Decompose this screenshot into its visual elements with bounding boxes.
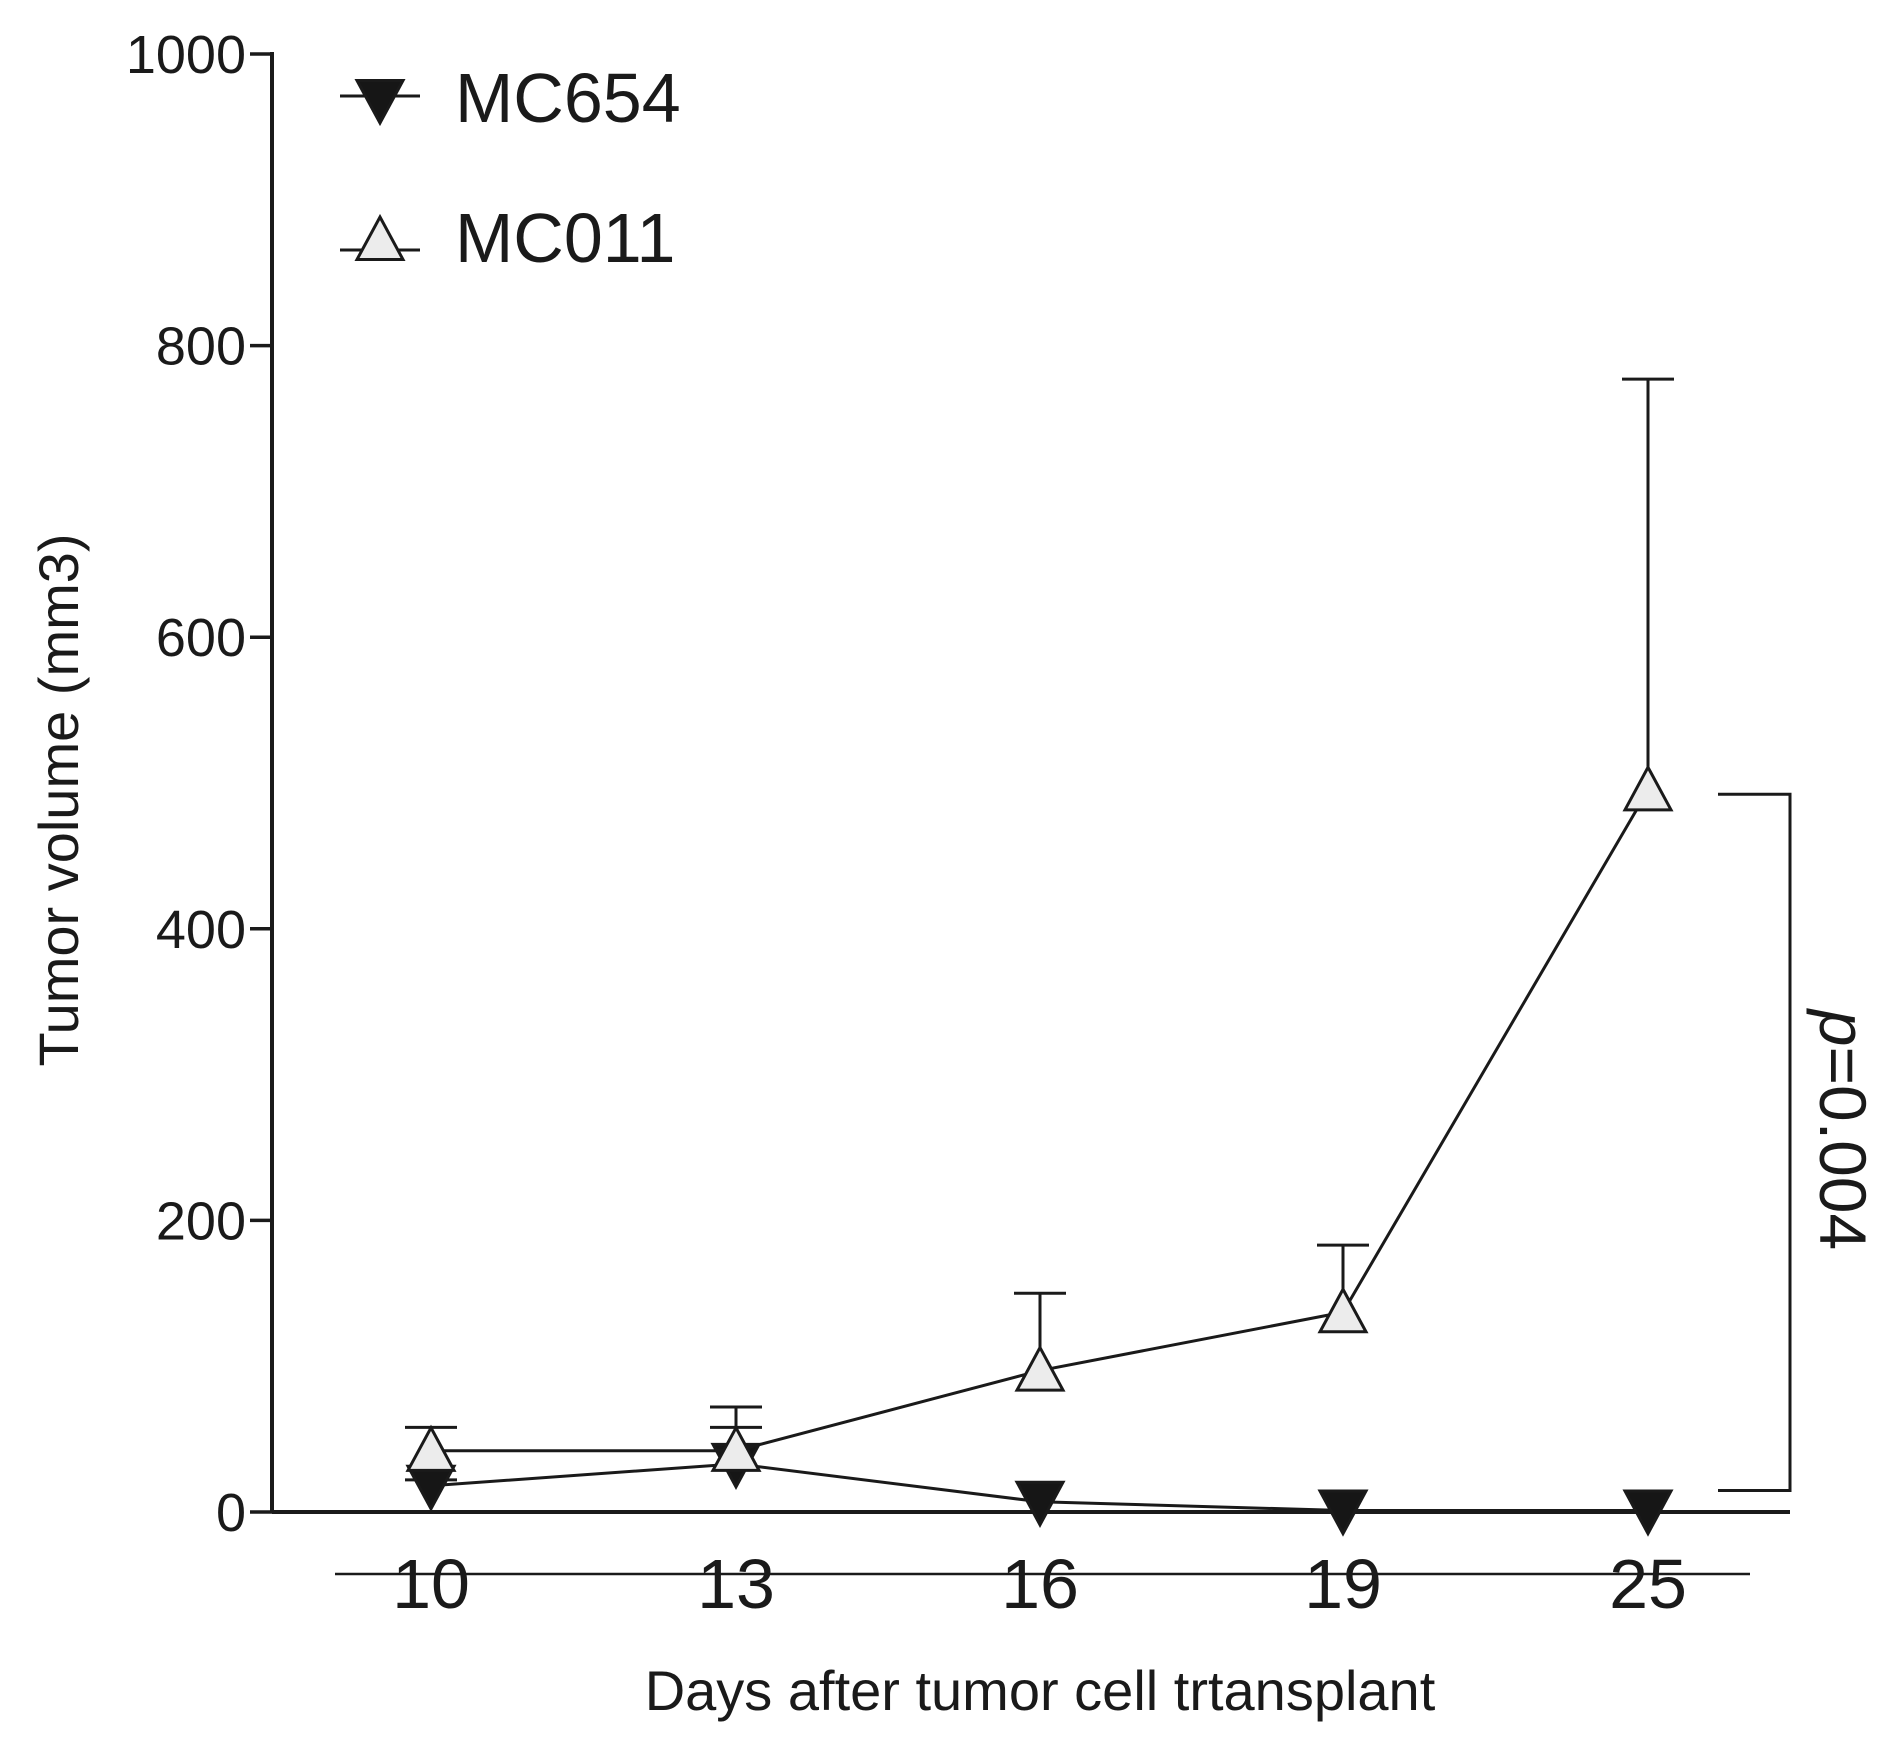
data-point: [1014, 1344, 1066, 1392]
legend: MC654 MC011: [340, 59, 681, 277]
legend-label: MC654: [455, 59, 681, 137]
p-value-label: p=0.004: [1806, 1008, 1880, 1250]
data-point: [405, 1424, 457, 1472]
y-tick-label: 1000: [126, 25, 246, 85]
significance-bracket: [1718, 792, 1792, 1493]
x-axis-ticks: 10 13 16 19 25: [392, 1545, 1687, 1623]
y-tick-label: 800: [156, 317, 246, 377]
series-mc654: [405, 1425, 1674, 1537]
data-point: [1317, 1286, 1369, 1334]
series-mc011: [405, 377, 1674, 1472]
y-axis-ticks: 0 200 400 600 800 1000: [126, 25, 272, 1543]
data-point: [1317, 1489, 1369, 1537]
axes: [270, 52, 1790, 1576]
legend-marker: [354, 213, 406, 262]
data-point: [1014, 1480, 1066, 1528]
y-tick-label: 200: [156, 1191, 246, 1251]
y-axis-label: Tumor volume (mm3): [27, 533, 90, 1066]
x-tick-label: 13: [697, 1545, 775, 1623]
legend-item: MC011: [340, 199, 675, 277]
data-point: [405, 1464, 457, 1512]
legend-marker: [354, 78, 406, 127]
x-tick-label: 25: [1609, 1545, 1687, 1623]
y-tick-label: 0: [216, 1483, 246, 1543]
series-layer: [405, 377, 1674, 1537]
significance-annotation: p=0.004: [1718, 792, 1880, 1493]
x-tick-label: 19: [1304, 1545, 1382, 1623]
legend-label: MC011: [455, 199, 675, 277]
x-tick-label: 10: [392, 1545, 470, 1623]
x-tick-label: 16: [1001, 1545, 1079, 1623]
data-point: [1622, 1489, 1674, 1537]
y-tick-label: 400: [156, 900, 246, 960]
y-tick-label: 600: [156, 608, 246, 668]
x-axis-label: Days after tumor cell trtansplant: [645, 1659, 1436, 1722]
legend-item: MC654: [340, 59, 681, 137]
data-point: [710, 1424, 762, 1472]
data-point: [1622, 764, 1674, 812]
